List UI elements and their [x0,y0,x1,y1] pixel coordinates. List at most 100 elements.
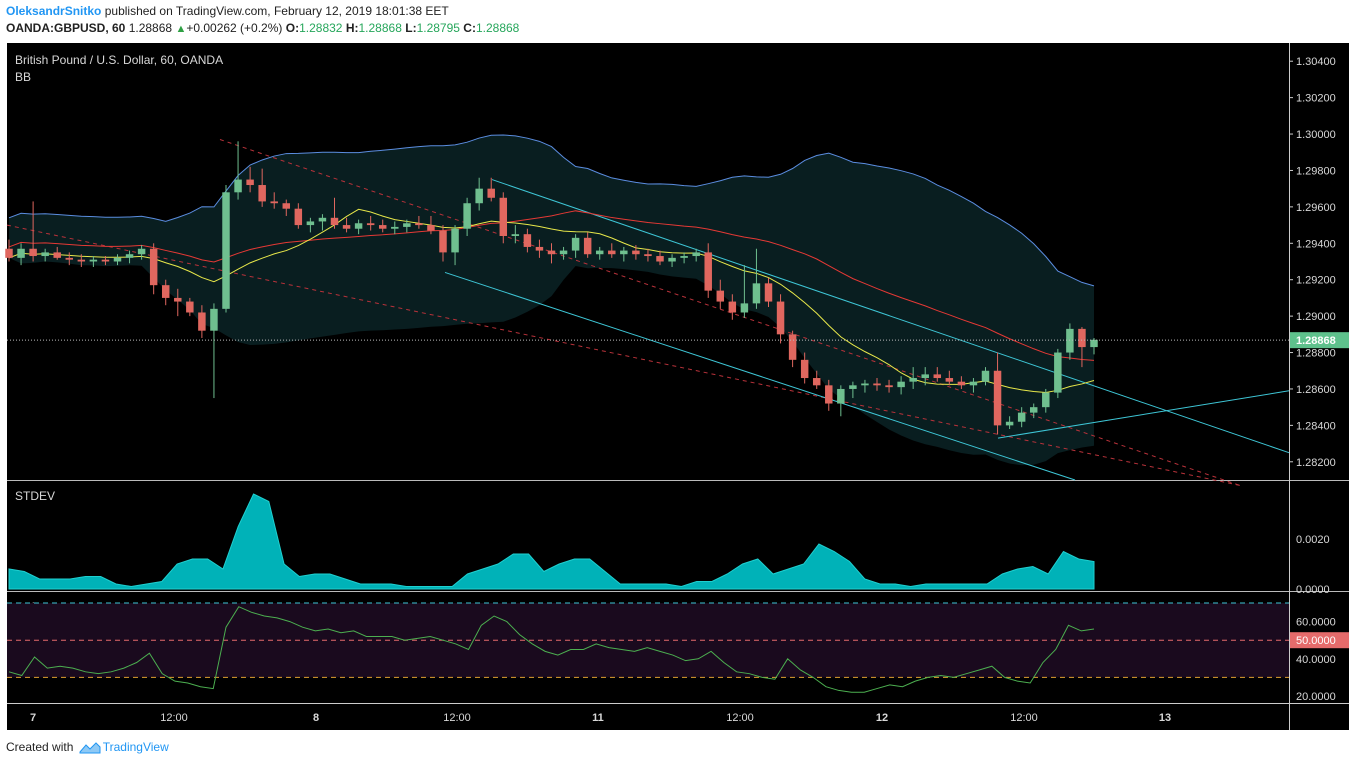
change-value: +0.00262 (+0.2%) [186,21,283,35]
price-pane-title: British Pound / U.S. Dollar, 60, OANDA [15,53,223,67]
candle-body [499,197,508,237]
bb-mid-line [8,210,1095,361]
candle [210,303,218,399]
stdev-tick-label: 0.0000 [1296,584,1330,596]
candle-body [861,383,869,386]
candle [752,248,761,309]
candle [306,217,315,233]
price-tick-label: 1.29400 [1296,238,1336,250]
rsi-current-label-bg [1290,632,1349,649]
up-arrow-icon: ▲ [175,23,187,35]
bb-upper-line [8,134,1095,287]
candle-body [837,388,845,404]
candle [125,250,134,264]
candle [439,225,447,262]
candle [885,379,893,393]
candle [53,246,61,260]
candle [29,201,37,262]
candle-body [294,208,303,226]
candle-body [234,179,242,193]
candle [680,252,688,264]
candle-body [644,254,652,257]
chart-canvas[interactable]: British Pound / U.S. Dollar, 60, OANDA BB… [0,43,1353,733]
time-tick-label: 12:00 [1010,712,1038,724]
candle-body [161,285,170,298]
candle-body [1054,352,1062,393]
candle [740,265,749,318]
candle [945,370,954,386]
candle-body [1078,328,1086,348]
stdev-area [8,493,1095,590]
candle [981,367,990,386]
candle-body [427,225,435,231]
candle [656,250,664,266]
candle-body [210,308,218,331]
candle-body [41,252,49,257]
candle-body [511,234,520,237]
candle-body [101,259,110,262]
candle-body [391,226,399,229]
candle [1066,323,1074,360]
candle [728,294,737,320]
candle-body [885,385,893,388]
symbol-label: OANDA:GBPUSD, 60 [6,21,126,35]
candle-body [776,301,785,335]
candle [330,197,339,229]
candle [1005,416,1014,430]
candle [222,185,230,313]
candle-body [632,250,640,255]
candle-body [704,252,712,291]
candle [258,168,266,207]
candle-body [1029,407,1038,413]
low-label: L: [405,21,417,35]
candle [849,381,857,399]
author-link[interactable]: OleksandrSnitko [6,4,102,18]
time-tick-label: 11 [592,712,604,724]
candle-body [692,252,700,257]
candle-body [849,385,857,389]
price-tick-label: 1.28800 [1296,348,1336,360]
last-price: 1.28868 [128,21,173,35]
candle [17,243,25,266]
candle-body [897,381,905,388]
candle [969,378,978,393]
candle [583,232,592,258]
candle [161,279,170,306]
price-tick-label: 1.29800 [1296,165,1336,177]
candle [451,225,459,266]
candle [1017,407,1026,428]
candle-body [1066,328,1074,353]
candle [77,254,86,267]
candle [837,385,845,417]
candle-body [1017,412,1026,422]
candle [788,330,797,368]
candle [812,370,821,389]
time-tick-label: 7 [30,712,36,724]
channel-dashed-mid [219,139,1241,486]
tradingview-logo-icon [79,742,101,754]
time-tick-label: 12:00 [726,712,754,724]
candle-body [752,283,761,304]
candle-body [258,185,266,202]
candle-body [29,248,37,257]
candle [957,376,966,389]
time-tick-label: 8 [313,712,319,724]
candle-body [716,290,725,302]
candle-body [306,221,315,226]
candle [391,221,399,235]
symbol-info: OANDA:GBPUSD, 60 1.28868 ▲+0.00262 (+0.2… [6,21,519,35]
candle [1090,337,1098,355]
time-tick-label: 13 [1159,712,1171,724]
candle [270,192,278,209]
candle-body [800,359,809,379]
candle-body [620,250,628,255]
candle [861,379,869,393]
candle [198,305,206,338]
tradingview-link[interactable]: TradingView [102,740,169,754]
candle-body [535,246,544,251]
candle-body [125,254,134,258]
high-label: H: [345,21,359,35]
candle [246,166,254,193]
candle-body [608,250,616,255]
candle [65,252,74,266]
